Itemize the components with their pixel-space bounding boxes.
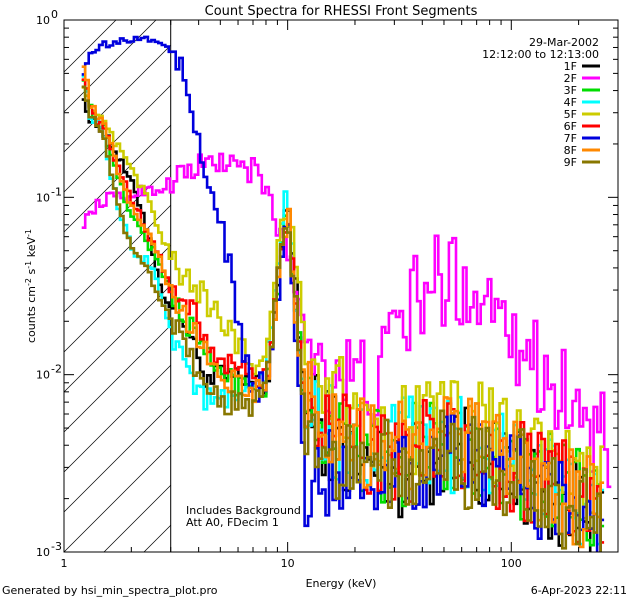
annotation-attenuator: Att A0, FDecim 1	[186, 516, 279, 529]
x-tick-label: 1	[61, 557, 68, 570]
series-7f	[81, 35, 605, 552]
hatch-line	[64, 404, 171, 513]
hatch-line	[64, 364, 171, 473]
legend-label: 5F	[564, 108, 577, 121]
annotation-background: Includes Background	[186, 504, 301, 517]
hatch-line	[64, 20, 157, 113]
legend-label: 6F	[564, 120, 577, 133]
hatch-line	[64, 84, 171, 193]
legend-label: 2F	[564, 72, 577, 85]
y-tick-exponent: 0	[51, 8, 58, 21]
series-lines	[81, 35, 612, 552]
legend-label: 1F	[564, 60, 577, 73]
hatch-line	[64, 44, 171, 153]
y-tick-label: 10	[36, 369, 50, 382]
y-axis-label: counts cm-2 s-1 keV-1	[24, 229, 38, 343]
footer-generated: Generated by hsi_min_spectra_plot.pro	[2, 584, 218, 597]
y-tick-exponent: -1	[51, 185, 62, 198]
legend-date: 29-Mar-2002	[529, 36, 599, 49]
x-tick-label: 100	[501, 557, 522, 570]
y-tick-label: 10	[36, 546, 50, 559]
x-tick-label: 10	[281, 557, 295, 570]
chart-title: Count Spectra for RHESSI Front Segments	[205, 4, 478, 19]
legend-label: 9F	[564, 156, 577, 169]
legend-label: 4F	[564, 96, 577, 109]
y-tick-exponent: -2	[51, 363, 62, 376]
series-2f	[81, 152, 612, 489]
hatch-line	[64, 244, 171, 353]
legend-time-range: 12:12:00 to 12:13:00	[482, 48, 599, 61]
legend-label: 3F	[564, 84, 577, 97]
legend-label: 8F	[564, 144, 577, 157]
plot-frame	[63, 19, 619, 553]
y-tick-label: 10	[36, 191, 50, 204]
series-8f	[81, 65, 605, 549]
series-9f	[81, 85, 602, 552]
hatch-line	[64, 20, 117, 73]
legend-label: 7F	[564, 132, 577, 145]
hatch-line	[64, 444, 171, 552]
legend: 29-Mar-2002 12:12:00 to 12:13:00 1F2F3F4…	[482, 36, 600, 169]
y-tick-exponent: -3	[51, 540, 62, 553]
footer-date: 6-Apr-2023 22:11	[531, 584, 627, 597]
x-axis-label: Energy (keV)	[306, 577, 377, 590]
hatch-line	[64, 204, 171, 313]
y-tick-label: 10	[36, 14, 50, 27]
